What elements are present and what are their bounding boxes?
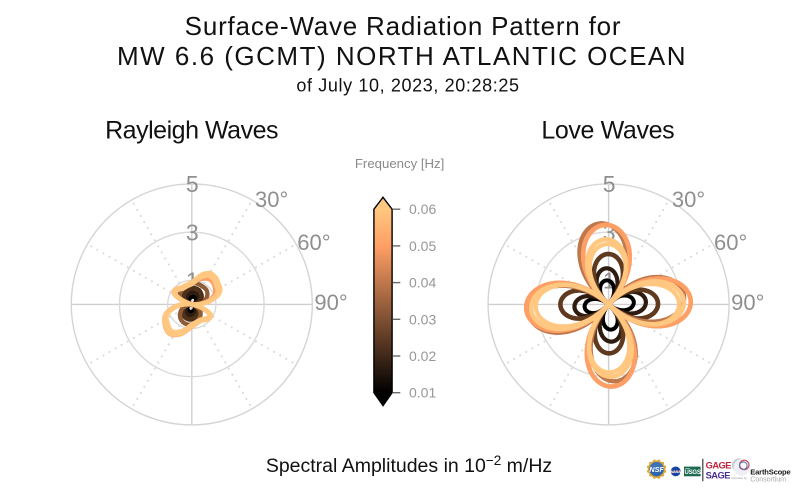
svg-text:Operated by: Operated by <box>731 476 747 480</box>
svg-text:60°: 60° <box>714 230 747 255</box>
svg-text:Spectral Amplitudes in 10−2 m/: Spectral Amplitudes in 10−2 m/Hz <box>266 453 552 477</box>
svg-text:0.04: 0.04 <box>409 275 436 291</box>
svg-text:of July 10, 2023, 20:28:25: of July 10, 2023, 20:28:25 <box>296 75 519 95</box>
svg-text:Surface-Wave Radiation Pattern: Surface-Wave Radiation Pattern for <box>185 11 622 41</box>
svg-text:60°: 60° <box>297 230 330 255</box>
svg-text:90°: 90° <box>314 290 347 315</box>
svg-text:0.05: 0.05 <box>409 238 436 254</box>
svg-text:Love Waves: Love Waves <box>541 116 674 144</box>
svg-text:Frequency [Hz]: Frequency [Hz] <box>355 156 444 171</box>
svg-text:0.02: 0.02 <box>409 348 436 364</box>
svg-text:5: 5 <box>603 171 616 197</box>
svg-text:USGS: USGS <box>684 470 700 476</box>
svg-text:Consortium: Consortium <box>750 475 786 484</box>
svg-text:0.06: 0.06 <box>409 201 436 217</box>
svg-text:Rayleigh Waves: Rayleigh Waves <box>105 116 278 144</box>
svg-text:5: 5 <box>186 171 199 197</box>
svg-text:30°: 30° <box>255 187 288 212</box>
svg-text:0.03: 0.03 <box>409 311 436 327</box>
svg-text:SAGE: SAGE <box>706 471 731 481</box>
svg-text:EarthScope: EarthScope <box>750 467 790 476</box>
svg-text:NSF: NSF <box>649 465 664 474</box>
svg-text:0.01: 0.01 <box>409 385 436 401</box>
svg-text:3: 3 <box>186 219 199 245</box>
svg-text:GAGE: GAGE <box>706 461 732 471</box>
svg-text:NASA: NASA <box>671 470 681 474</box>
svg-text:MW 6.6 (GCMT) NORTH ATLANTIC O: MW 6.6 (GCMT) NORTH ATLANTIC OCEAN <box>117 41 687 71</box>
svg-text:90°: 90° <box>731 290 764 315</box>
svg-text:30°: 30° <box>672 187 705 212</box>
